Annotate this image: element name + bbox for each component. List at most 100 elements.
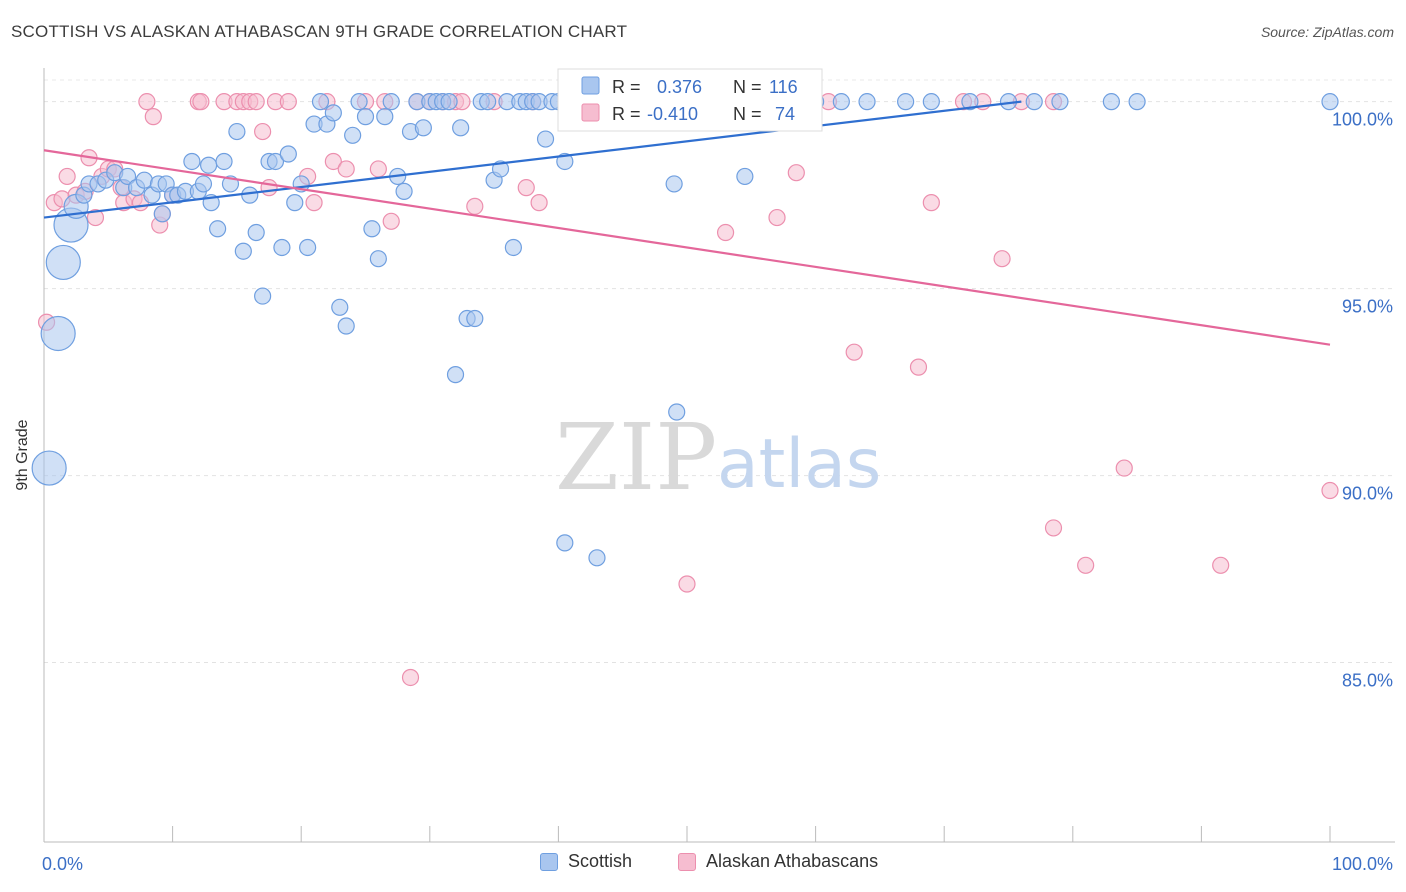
alaskan-point — [1077, 556, 1095, 574]
scottish-point — [311, 93, 330, 111]
legend-r-label-1: R = — [612, 77, 641, 97]
legend-n-label-2: N = — [733, 104, 762, 124]
legend-r-value-2: -0.410 — [647, 104, 698, 124]
alaskan-point — [1321, 481, 1339, 500]
scottish-point — [118, 167, 137, 186]
scottish-point — [832, 93, 850, 111]
alaskan-point — [324, 152, 342, 171]
alaskan-point — [530, 194, 548, 212]
scottish-point — [266, 152, 285, 171]
alaskan-point — [716, 223, 735, 242]
scottish-point — [922, 93, 940, 111]
scottish-point — [382, 93, 400, 111]
alaskan-point — [1044, 519, 1063, 537]
scottish-point — [273, 238, 291, 257]
scottish-point — [363, 220, 381, 238]
legend-label-alaskan: Alaskan Athabascans — [706, 851, 879, 871]
scottish-point — [40, 315, 76, 352]
scottish-point — [286, 194, 304, 212]
legend-swatch-alaskan-bottom — [678, 852, 696, 871]
watermark-atlas: atlas — [717, 425, 881, 504]
y-axis-label: 9th Grade — [14, 419, 31, 490]
alaskan-point — [144, 108, 162, 126]
scottish-point — [31, 450, 67, 486]
alaskan-point — [1212, 556, 1230, 574]
legend-item-scottish[interactable]: Scottish — [540, 851, 632, 872]
scottish-point — [135, 171, 153, 189]
correlation-legend: R = 0.376 N = 116 R = -0.410 N = 74 — [557, 68, 823, 132]
alaskan-point — [305, 194, 323, 212]
alaskan-point — [86, 208, 105, 227]
legend-swatch-alaskan — [581, 103, 600, 122]
scottish-point — [665, 175, 683, 193]
scottish-point — [299, 238, 317, 257]
alaskan-point — [845, 343, 863, 361]
alaskan-point — [678, 575, 696, 593]
x-tick-label: 100.0% — [1332, 854, 1393, 874]
scottish-point — [395, 182, 413, 200]
scottish-point — [961, 93, 979, 111]
scottish-point — [1051, 93, 1069, 111]
x-tick-labels: 0.0% 100.0% — [42, 854, 1393, 874]
alaskan-point — [58, 167, 76, 186]
y-tick-label: 90.0% — [1342, 484, 1393, 504]
alaskan-point — [401, 668, 420, 687]
alaskan-point — [1115, 459, 1133, 477]
alaskan-point — [993, 250, 1011, 268]
legend-r-label-2: R = — [612, 104, 641, 124]
legend-swatch-scottish — [581, 76, 600, 95]
trendlines — [43, 100, 1331, 346]
alaskan-point — [922, 194, 940, 212]
scottish-point — [241, 186, 259, 204]
alaskan-point — [466, 197, 484, 215]
alaskan-point — [787, 164, 805, 182]
alaskan-point — [260, 179, 278, 197]
alaskan-point — [254, 122, 272, 141]
scottish-point — [279, 145, 297, 163]
scottish-point — [556, 534, 574, 552]
scottish-point — [897, 93, 915, 111]
alaskan-point — [337, 160, 355, 178]
scottish-point — [668, 403, 686, 421]
alaskan-point — [909, 358, 928, 376]
scottish-point — [45, 244, 81, 281]
scottish-point — [194, 175, 213, 193]
scottish-point — [1128, 93, 1146, 111]
alaskan-point — [192, 93, 210, 111]
scottish-point — [556, 152, 574, 171]
trendline-scottish — [43, 100, 1022, 219]
watermark-zip: ZIP — [555, 404, 717, 511]
gridlines — [44, 79, 1395, 664]
scottish-point — [1321, 93, 1339, 111]
scottish-point — [452, 119, 470, 137]
legend-item-alaskan[interactable]: Alaskan Athabascans — [678, 851, 878, 872]
alaskan-point — [768, 208, 786, 227]
scottish-point — [254, 287, 272, 305]
scottish-point — [440, 93, 458, 111]
y-tick-label: 95.0% — [1342, 297, 1393, 317]
scottish-point — [736, 167, 754, 186]
y-tick-label: 85.0% — [1342, 671, 1393, 691]
alaskan-point — [369, 160, 387, 178]
scottish-point — [215, 152, 233, 171]
scottish-point — [228, 122, 246, 141]
legend-swatch-scottish-bottom — [540, 852, 558, 871]
chart-title: SCOTTISH VS ALASKAN ATHABASCAN 9TH GRADE… — [11, 22, 628, 41]
scottish-point — [337, 317, 355, 335]
legend-r-value-1: 0.376 — [657, 77, 702, 97]
scottish-point — [536, 130, 555, 148]
y-tick-labels: 100.0% 95.0% 90.0% 85.0% — [1332, 110, 1393, 691]
scottish-point — [1102, 93, 1120, 111]
scottish-point — [504, 238, 522, 257]
legend-label-scottish: Scottish — [568, 851, 633, 871]
scottish-point — [183, 152, 201, 171]
scottish-point — [200, 156, 218, 174]
scottish-point — [324, 104, 342, 122]
legend-n-label-1: N = — [733, 77, 762, 97]
alaskan-point — [247, 93, 265, 111]
scottish-point — [446, 366, 465, 384]
trendline-alaskan — [43, 149, 1331, 346]
scottish-point — [209, 220, 227, 238]
source-label: Source: ZipAtlas.com — [1260, 24, 1394, 40]
